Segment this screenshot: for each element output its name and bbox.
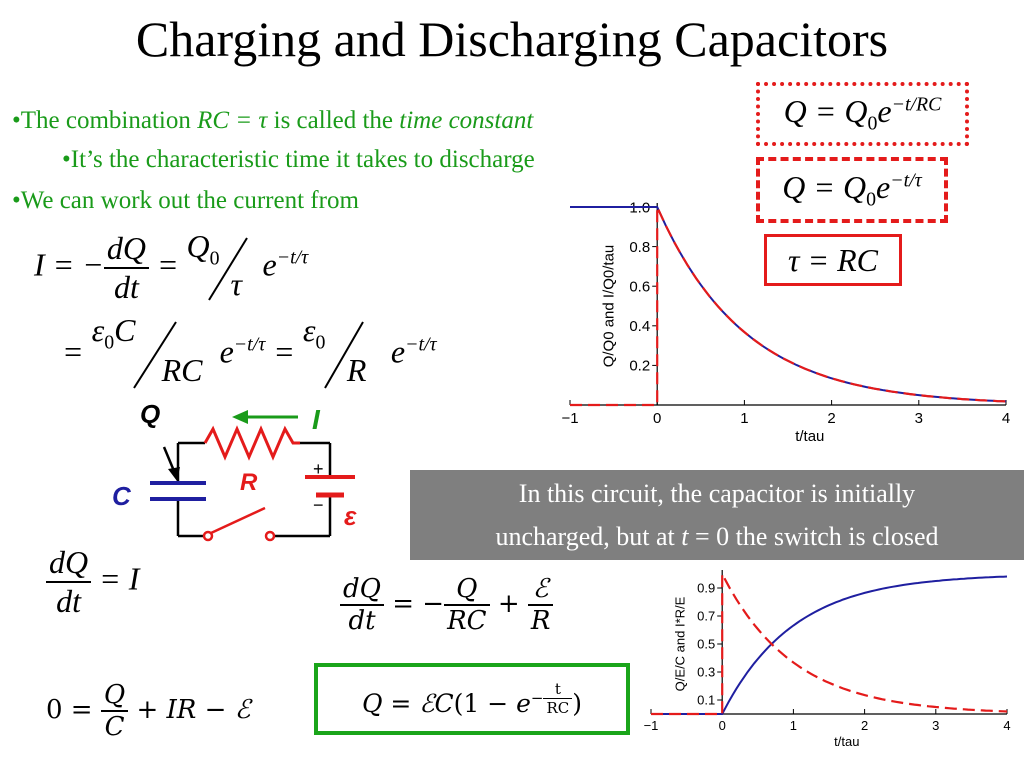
x-tick-label: 3 [932,718,939,733]
label-emf: ε [344,501,357,531]
label-r: R [240,469,258,496]
label-minus: − [313,495,324,515]
bullet-1-emphasis: time constant [399,107,534,134]
x-tick-label: 2 [861,718,868,733]
bullet-1-formula: RC = τ [197,107,268,134]
bullet-current: •We can work out the current from [12,187,359,214]
resistor-symbol [203,425,300,461]
equation-dqdt-equals-i: dQ dt = I [46,544,139,620]
formula-box-q-tau: Q = Q0e−t/τ [756,157,948,223]
switch-terminal-left [202,530,214,542]
bullet-discharge: •It’s the characteristic time it takes t… [62,146,535,173]
current-equation-line-1: I = − dQ dt = Q0 τ e−t/τ [34,228,309,305]
x-tick-label: 0 [653,410,661,427]
x-tick-label: 4 [1003,718,1010,733]
charge-chart: −1 0 1 2 3 4 0.1 0.3 0.5 0.7 0.9 t/tau Q/E/C and I*R… [644,570,1011,749]
x-tick-label: 1 [790,718,797,733]
switch-terminal-right [264,530,276,542]
charge-arrow-icon [168,467,180,481]
y-tick-label: 0.8 [629,239,650,256]
bullet-time-constant: •The combination RC = τ is called the ti… [12,107,533,135]
note-line-2-t: t [681,522,689,551]
x-tick-label: 4 [1002,410,1010,427]
label-plus: + [313,459,324,479]
current-equation-line-2: = ε0C RC e−t/τ = ε0 R e−t/τ [62,312,437,389]
x-tick-label: −1 [561,410,578,427]
current-arrow-icon [232,410,248,424]
y-axis-label: Q/E/C and I*R/E [673,596,688,691]
x-tick-label: 1 [740,410,748,427]
rc-circuit-diagram: Q I C R + − ε [112,399,357,542]
note-line-2-suffix: = 0 the switch is closed [688,522,939,551]
y-tick-label: 0.2 [629,358,650,375]
y-tick-label: 0.4 [629,318,650,335]
label-i: I [312,404,321,435]
formula-box-tau-rc: τ = RC [764,234,902,286]
slide-title: Charging and Discharging Capacitors [135,11,889,67]
bullet-1-middle: is called the [267,107,400,134]
x-axis-label: t/tau [834,734,859,749]
note-line-2: uncharged, but at t = 0 the switch is cl… [410,515,1024,558]
series-line-1 [570,206,1007,407]
label-c: C [112,481,132,511]
y-axis-label: Q/Q0 and I/Q0/tau [601,245,618,368]
x-tick-label: 2 [827,410,835,427]
y-tick-label: 0.7 [697,609,715,624]
note-line-1: In this circuit, the capacitor is initia… [518,479,916,508]
x-tick-label: 3 [915,410,923,427]
y-tick-label: 0.1 [697,693,715,708]
bullet-1-prefix: •The combination [12,107,198,134]
switch-lever [210,506,266,535]
x-tick-label: 0 [719,718,726,733]
y-tick-label: 0.9 [697,581,715,596]
x-tick-label: −1 [644,718,659,733]
label-q: Q [140,399,160,429]
series-line-1 [651,573,1008,716]
x-axis-label: t/tau [795,428,824,445]
formula-box-q-rc: Q = Q0e−t/RC [756,82,969,146]
series-line-0 [651,575,1008,715]
y-tick-label: 0.6 [629,278,650,295]
y-tick-label: 0.3 [697,665,715,680]
circuit-note: In this circuit, the capacitor is initia… [410,470,1024,560]
y-tick-label: 0.5 [697,637,715,652]
note-line-2-prefix: uncharged, but at [495,522,682,551]
charging-solution-box: Q = ℰC(1 − e− t RC) [314,663,630,735]
